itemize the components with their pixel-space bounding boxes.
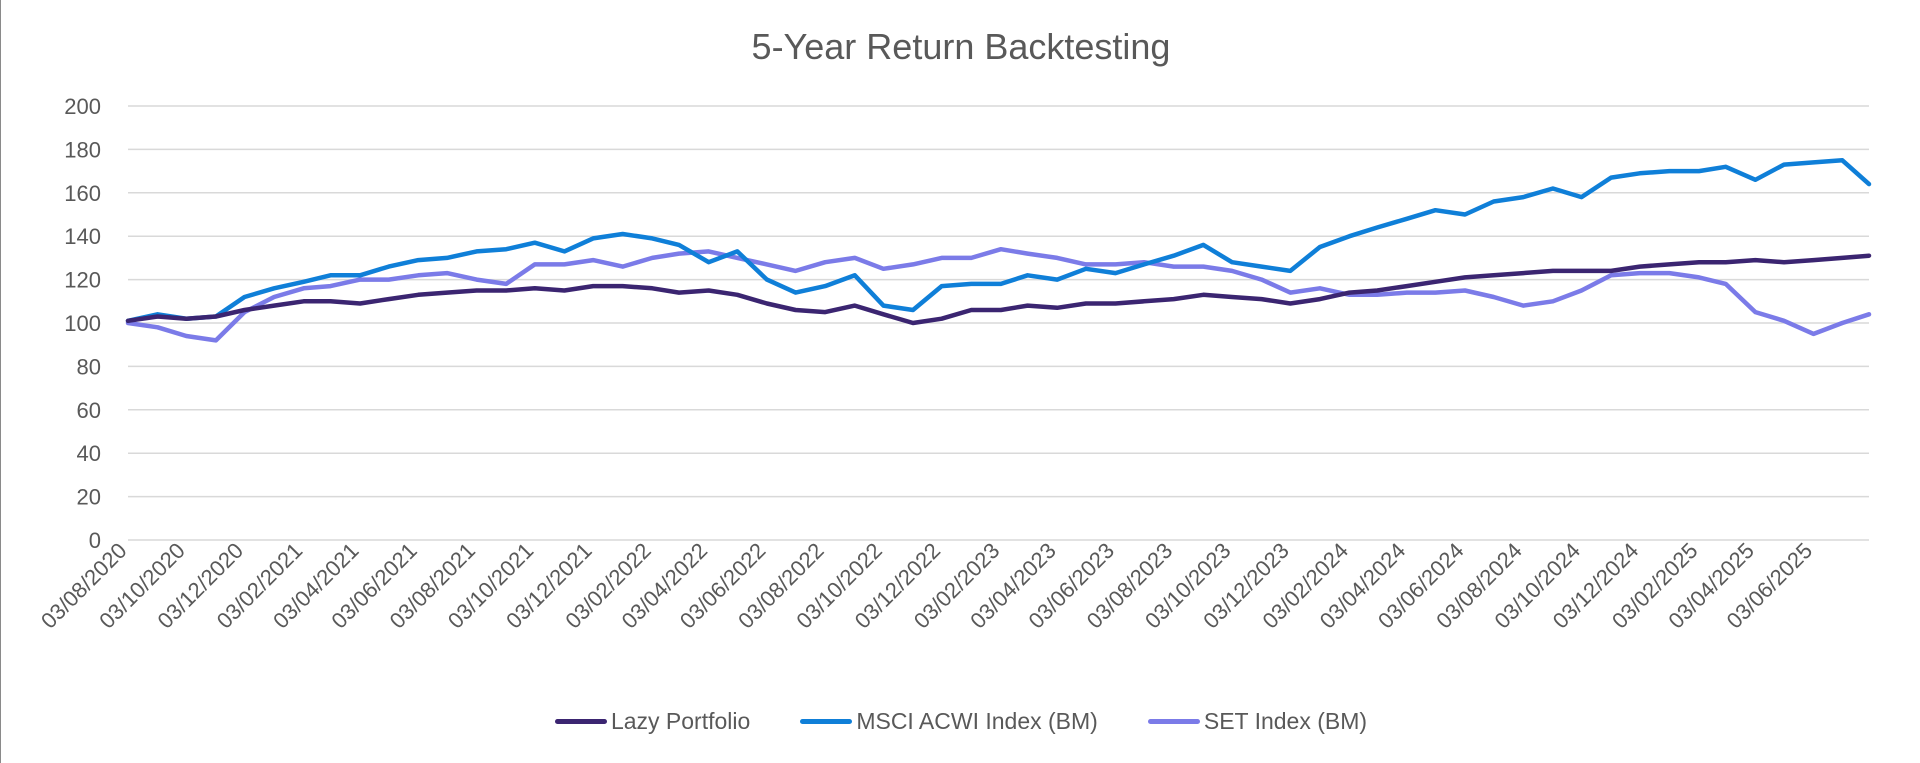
legend: Lazy Portfolio MSCI ACWI Index (BM) SET … xyxy=(1,706,1920,736)
series-line-set-index-bm xyxy=(125,246,1872,343)
legend-swatch-set-index xyxy=(1147,718,1200,724)
y-tick-label-60: 60 xyxy=(77,398,101,423)
legend-label-msci-acwi: MSCI ACWI Index (BM) xyxy=(856,707,1098,734)
series-line-lazy-portfolio xyxy=(125,253,1872,326)
y-tick-label-160: 160 xyxy=(64,181,101,206)
line-chart: 0 20 40 60 80 100 120 140 160 180 200 03/08/202003… xyxy=(36,94,1872,634)
series-lines xyxy=(125,158,1872,343)
y-tick-label-20: 20 xyxy=(77,485,101,510)
y-axis-ticks: 0 20 40 60 80 100 120 140 160 180 200 xyxy=(64,94,101,553)
legend-label-set-index: SET Index (BM) xyxy=(1203,707,1368,734)
gridlines xyxy=(128,105,1869,541)
y-tick-label-100: 100 xyxy=(64,311,101,336)
legend-swatch-lazy-portfolio xyxy=(554,718,607,724)
y-tick-label-140: 140 xyxy=(64,224,101,249)
legend-label-lazy-portfolio: Lazy Portfolio xyxy=(610,707,751,734)
chart-title: 5-Year Return Backtesting xyxy=(751,26,1171,67)
y-tick-label-40: 40 xyxy=(77,441,101,466)
y-tick-label-80: 80 xyxy=(77,354,101,379)
legend-swatch-msci-acwi xyxy=(800,718,853,724)
y-tick-label-120: 120 xyxy=(64,268,101,293)
y-tick-label-0: 0 xyxy=(89,528,101,553)
legend-item-msci-acwi[interactable]: MSCI ACWI Index (BM) xyxy=(800,708,1098,735)
y-tick-label-200: 200 xyxy=(64,94,101,119)
legend-item-lazy-portfolio[interactable]: Lazy Portfolio xyxy=(554,707,751,735)
legend-item-set-index[interactable]: SET Index (BM) xyxy=(1147,707,1368,735)
series-line-msci-acwi-index-bm xyxy=(125,158,1872,324)
x-axis-ticks: 03/08/202003/10/202003/12/202003/02/2021… xyxy=(36,538,1817,634)
y-tick-label-180: 180 xyxy=(64,137,101,162)
